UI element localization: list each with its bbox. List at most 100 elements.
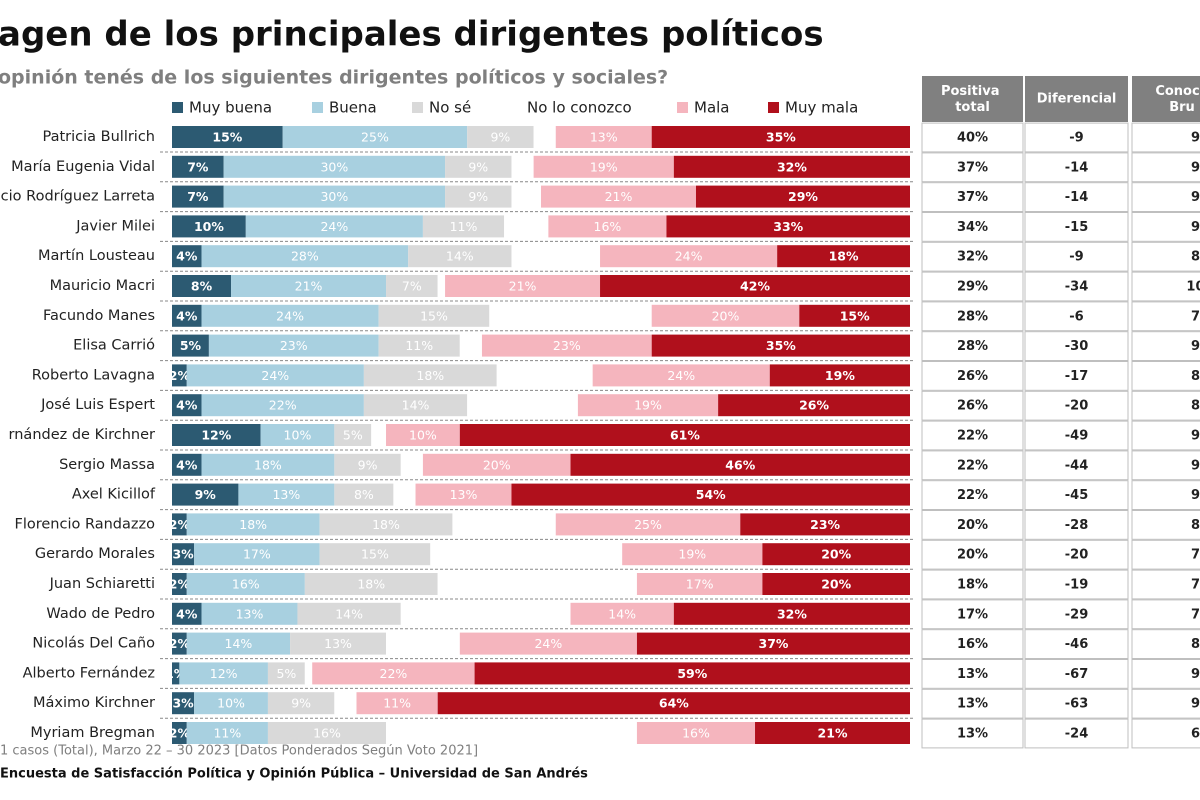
table-cell [1131, 480, 1200, 511]
data-label: 2% [169, 726, 191, 741]
table-cell [921, 122, 1024, 153]
table-cell [1024, 361, 1129, 391]
data-label: 42% [740, 279, 770, 294]
bar-segment [267, 692, 335, 715]
bar-segment [511, 155, 534, 178]
table-cell [1131, 659, 1200, 689]
data-label: 23% [810, 517, 840, 532]
bar-segment [334, 453, 401, 476]
data-label: 9% [468, 159, 488, 174]
data-label: 9% [291, 696, 311, 711]
legend-label: Muy mala [785, 99, 858, 117]
bar-segment [452, 513, 556, 536]
table-cell [1024, 510, 1129, 540]
bar-segment [238, 483, 335, 506]
data-label: 19% [678, 547, 706, 562]
data-label: 15% [361, 547, 389, 562]
data-label: 16% [682, 726, 710, 741]
bar-segment [172, 722, 187, 744]
bar-segment [172, 692, 195, 715]
category-label: Sergio Massa [59, 457, 155, 473]
table-header-cell [922, 76, 1023, 122]
bar-segment [422, 215, 505, 238]
data-label: 18% [416, 368, 444, 383]
legend-label: No sé [429, 99, 471, 117]
data-label: 35% [766, 130, 796, 145]
bar-segment [651, 126, 910, 148]
data-label: 33% [773, 219, 803, 234]
bar-segment [201, 453, 335, 476]
bar-segment [481, 334, 652, 357]
category-label: acio Rodríguez Larreta [0, 189, 155, 205]
data-label: 24% [320, 219, 348, 234]
table-value: -6 [1069, 309, 1083, 324]
bar-segment [533, 155, 674, 178]
data-label: 2% [169, 636, 191, 651]
table-value: 86 [1191, 518, 1200, 533]
bar-segment [467, 126, 534, 148]
table-cell [921, 390, 1024, 421]
table-cell [1131, 510, 1200, 540]
table-cell [1024, 629, 1129, 660]
data-label: 13% [590, 130, 618, 145]
table-cell [1024, 569, 1129, 600]
data-label: 21% [605, 189, 633, 204]
bar-segment [673, 155, 910, 178]
data-label: 10% [217, 696, 245, 711]
bar-segment [437, 275, 446, 297]
table-value: 77 [1191, 607, 1200, 622]
bar-segment [319, 543, 431, 566]
data-label: 13% [324, 636, 352, 651]
bar-segment [208, 334, 379, 357]
bar-segment [172, 394, 202, 417]
table-value: 95 [1191, 220, 1200, 235]
data-label: 14% [225, 636, 253, 651]
table-value: -14 [1065, 160, 1089, 175]
table-cell [1131, 420, 1200, 451]
bar-segment [260, 424, 335, 446]
table-cell [1131, 271, 1200, 302]
data-label: 15% [840, 308, 870, 323]
legend-label: Mala [694, 99, 730, 117]
bar-segment [548, 215, 667, 238]
data-label: 5% [276, 666, 296, 681]
table-cell [1131, 688, 1200, 719]
data-label: 8% [191, 279, 213, 294]
bar-segment [386, 722, 637, 744]
bar-segment [172, 543, 195, 566]
bar-segment [422, 453, 571, 476]
bar-segment [570, 453, 910, 476]
data-label: 21% [295, 279, 323, 294]
data-label: 24% [534, 636, 562, 651]
table-value: 97 [1191, 697, 1200, 712]
data-label: 9% [195, 487, 217, 502]
data-label: 11% [405, 338, 433, 353]
bar-segment [194, 543, 320, 566]
table-value: 98 [1191, 458, 1200, 473]
bar-segment [172, 304, 202, 327]
bar-segment [172, 364, 187, 387]
table-value: 13% [957, 667, 988, 682]
category-label: Wado de Pedro [46, 606, 155, 622]
data-label: 7% [187, 189, 209, 204]
bar-segment [172, 632, 187, 655]
category-label: María Eugenia Vidal [11, 159, 155, 175]
data-label: 12% [210, 666, 238, 681]
table-value: 18% [957, 578, 988, 593]
bar-segment [592, 364, 770, 387]
bar-segment [172, 275, 232, 297]
data-label: 7% [402, 279, 422, 294]
bar-segment [666, 215, 910, 238]
table-value: 28% [957, 309, 988, 324]
table-value: 22% [957, 429, 988, 444]
table-value: 97 [1191, 131, 1200, 146]
bar-segment [769, 364, 910, 387]
bar-segment [172, 662, 180, 685]
table-value: 96 [1191, 190, 1200, 205]
bar-segment [577, 394, 719, 417]
bar-segment [267, 722, 387, 744]
table-value: 73 [1191, 548, 1200, 563]
data-label: 32% [777, 606, 807, 621]
bar-segment [172, 483, 239, 506]
